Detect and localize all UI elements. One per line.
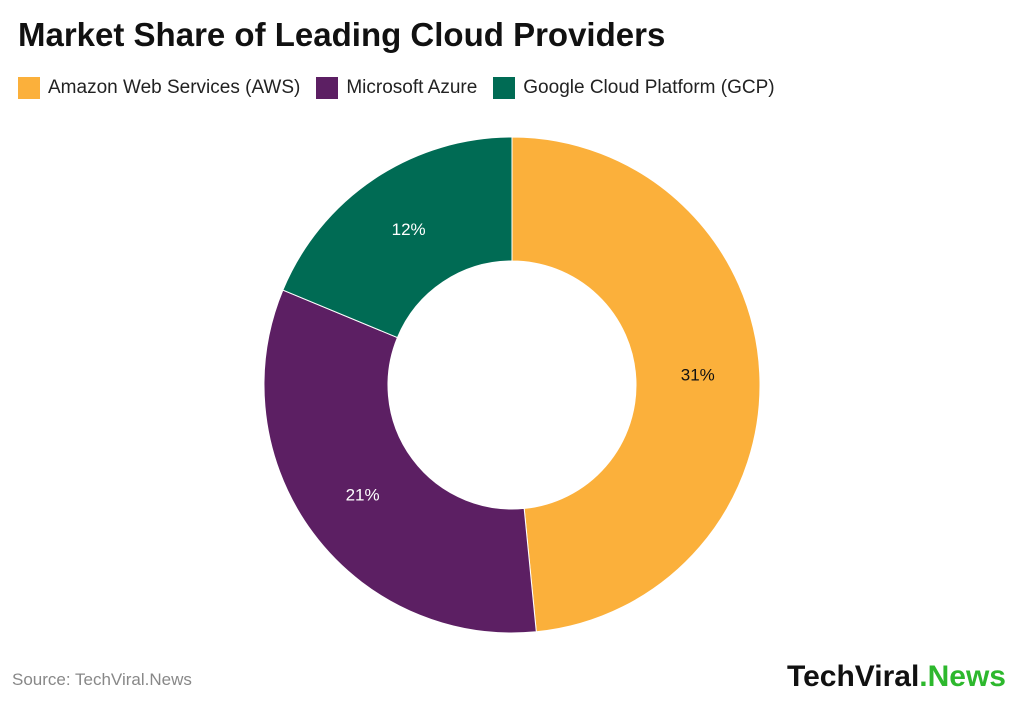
legend-label: Amazon Web Services (AWS) [48, 77, 301, 98]
legend-item: Microsoft Azure [316, 77, 477, 99]
data-label: 21% [346, 485, 380, 504]
legend-item: Google Cloud Platform (GCP) [493, 77, 775, 99]
legend-swatch [316, 77, 339, 99]
legend-label: Google Cloud Platform (GCP) [523, 77, 775, 98]
legend-item: Amazon Web Services (AWS) [18, 77, 300, 99]
donut-slice [511, 136, 761, 633]
legend: Amazon Web Services (AWS) Microsoft Azure… [18, 77, 775, 99]
donut-slice [282, 136, 513, 339]
logo: TechViral.News [787, 660, 1006, 694]
logo-main: TechViral [786, 660, 920, 693]
logo-accent: .News [919, 660, 1006, 693]
source: Source: TechViral.News [12, 670, 192, 689]
legend-label: Microsoft Azure [346, 77, 478, 98]
data-label: 12% [392, 220, 426, 239]
chart-title: Market Share of Leading Cloud Providers [18, 16, 666, 53]
data-label: 31% [681, 365, 715, 384]
legend-swatch [493, 77, 516, 99]
legend-swatch [18, 77, 40, 99]
donut-slice [263, 289, 537, 634]
